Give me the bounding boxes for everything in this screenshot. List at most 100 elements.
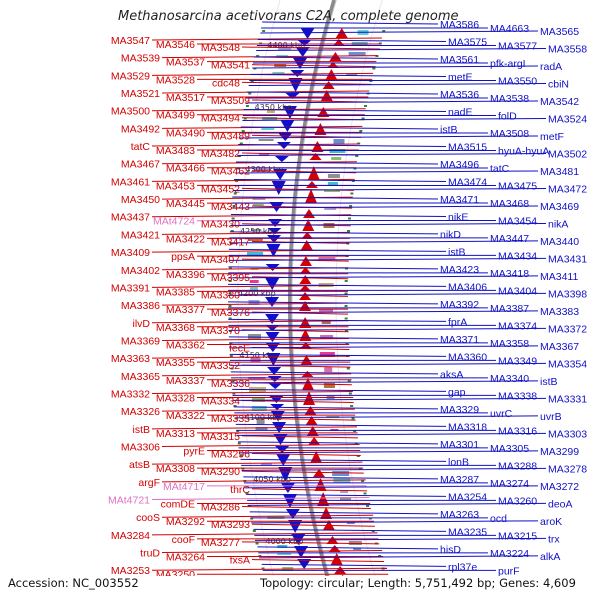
gene-label-left[interactable]: MA3253 xyxy=(111,565,150,577)
gene-label-left[interactable]: pyrE xyxy=(183,446,205,458)
negative-strand-gene-arrow[interactable] xyxy=(301,232,314,239)
gene-label-left[interactable]: MA3421 xyxy=(121,229,160,241)
gene-label-right[interactable]: MA3469 xyxy=(540,201,579,213)
gene-label-left[interactable]: MA3461 xyxy=(111,176,150,188)
cog-feature-bar[interactable] xyxy=(252,204,264,206)
gene-label-right[interactable]: MA3434 xyxy=(498,250,537,262)
negative-strand-gene-arrow[interactable] xyxy=(317,492,330,506)
cog-feature-bar[interactable] xyxy=(277,545,288,548)
gene-label-right[interactable]: MA3272 xyxy=(540,481,579,493)
positive-strand-gene-arrow[interactable] xyxy=(265,314,280,324)
gene-label-left[interactable]: MA3352 xyxy=(201,360,240,372)
positive-strand-gene-arrow[interactable] xyxy=(266,235,281,243)
gene-label-right[interactable]: MA3358 xyxy=(490,338,529,350)
gene-label-right[interactable]: MA3577 xyxy=(498,40,537,52)
gene-label-right[interactable]: ocd xyxy=(490,513,507,525)
gene-label-right[interactable]: istB xyxy=(540,376,558,388)
cog-feature-bar[interactable] xyxy=(346,74,358,76)
gene-label-left[interactable]: MA3492 xyxy=(121,123,160,135)
gene-label-left[interactable]: MA3462 xyxy=(211,166,250,178)
gene-label-left[interactable]: MA3528 xyxy=(156,74,195,86)
gene-label-left[interactable]: MA3365 xyxy=(121,371,160,383)
gene-label-left[interactable]: MAt4717 xyxy=(163,481,205,493)
gene-label-right[interactable]: MA3329 xyxy=(440,404,479,416)
gene-label-right[interactable]: alkA xyxy=(540,551,560,563)
gene-label-right[interactable]: MA3468 xyxy=(490,198,529,210)
cog-feature-bar[interactable] xyxy=(259,153,270,156)
gene-label-right[interactable]: MA3406 xyxy=(448,281,487,293)
gene-label-left[interactable]: MA3391 xyxy=(111,282,150,294)
gene-label-left[interactable]: MA3335 xyxy=(211,413,250,425)
gene-label-left[interactable]: MA3369 xyxy=(121,335,160,347)
negative-strand-gene-arrow[interactable] xyxy=(335,28,348,38)
cog-feature-bar[interactable] xyxy=(248,238,263,241)
gene-label-right[interactable]: MA3475 xyxy=(498,180,537,192)
gene-label-left[interactable]: MA3337 xyxy=(166,375,205,387)
negative-strand-gene-arrow[interactable] xyxy=(303,209,316,218)
gene-label-left[interactable]: fecE xyxy=(229,342,250,354)
gene-label-left[interactable]: MA3380 xyxy=(201,289,240,301)
cog-feature-bar[interactable] xyxy=(250,357,261,362)
gene-label-right[interactable]: MA3383 xyxy=(540,306,579,318)
gene-label-left[interactable]: ppsA xyxy=(171,251,195,263)
positive-strand-gene-arrow[interactable] xyxy=(267,228,282,234)
gene-label-right[interactable]: deoA xyxy=(548,498,573,510)
cog-feature-bar[interactable] xyxy=(250,287,259,291)
gene-label-right[interactable]: MA3372 xyxy=(548,323,587,335)
cog-feature-bar[interactable] xyxy=(261,128,275,130)
gene-label-right[interactable]: MA3235 xyxy=(448,526,487,538)
gene-label-left[interactable]: MA3296 xyxy=(211,449,250,461)
gene-label-left[interactable]: MA3292 xyxy=(166,516,205,528)
cog-feature-bar[interactable] xyxy=(251,229,262,231)
gene-label-right[interactable]: MA3508 xyxy=(490,128,529,140)
gene-label-right[interactable]: nikD xyxy=(440,229,461,241)
gene-label-left[interactable]: MA3336 xyxy=(211,378,250,390)
gene-label-right[interactable]: MA3536 xyxy=(440,89,479,101)
gene-label-left[interactable]: MA3290 xyxy=(201,466,240,478)
gene-label-right[interactable]: pfk-argI xyxy=(490,58,526,70)
gene-label-left[interactable]: MA3548 xyxy=(201,42,240,54)
cog-feature-bar[interactable] xyxy=(266,110,275,113)
gene-label-left[interactable]: MA3355 xyxy=(156,357,195,369)
gene-label-left[interactable]: cooF xyxy=(172,534,195,546)
positive-strand-gene-arrow[interactable] xyxy=(297,559,312,569)
positive-strand-gene-arrow[interactable] xyxy=(276,142,291,149)
gene-label-right[interactable]: MA3447 xyxy=(490,233,529,245)
gene-label-left[interactable]: MA3445 xyxy=(166,198,205,210)
positive-strand-gene-arrow[interactable] xyxy=(268,383,283,389)
gene-label-right[interactable]: gap xyxy=(448,386,466,398)
cog-feature-bar[interactable] xyxy=(340,497,352,500)
positive-strand-gene-arrow[interactable] xyxy=(267,376,282,382)
gene-label-left[interactable]: comDE xyxy=(161,499,195,511)
gene-label-right[interactable]: uvrC xyxy=(490,408,513,420)
gene-label-left[interactable]: MA3306 xyxy=(121,442,160,454)
gene-label-right[interactable]: hyuA-hyuA xyxy=(498,145,549,157)
positive-strand-gene-arrow[interactable] xyxy=(300,28,315,39)
gene-label-left[interactable]: MA3443 xyxy=(211,201,250,213)
gene-label-right[interactable]: MA3524 xyxy=(548,113,587,125)
cog-feature-bar[interactable] xyxy=(348,541,362,545)
gene-label-left[interactable]: MA3509 xyxy=(211,95,250,107)
cog-feature-bar[interactable] xyxy=(348,52,366,56)
positive-strand-gene-arrow[interactable] xyxy=(293,58,308,69)
negative-strand-gene-arrow[interactable] xyxy=(305,416,318,425)
gene-label-right[interactable]: MA3502 xyxy=(548,148,587,160)
cog-feature-bar[interactable] xyxy=(324,367,333,372)
positive-strand-gene-arrow[interactable] xyxy=(293,546,308,558)
gene-label-right[interactable]: uvrB xyxy=(540,411,562,423)
gene-label-left[interactable]: MA3453 xyxy=(156,180,195,192)
cog-feature-bar[interactable] xyxy=(272,72,285,74)
gene-label-left[interactable]: MA3529 xyxy=(111,70,150,82)
gene-label-left[interactable]: cdc48 xyxy=(212,77,240,89)
gene-label-right[interactable]: MA3360 xyxy=(448,351,487,363)
gene-label-right[interactable]: lonB xyxy=(448,456,469,468)
cog-feature-bar[interactable] xyxy=(327,182,338,185)
gene-label-left[interactable]: MA3489 xyxy=(211,130,250,142)
gene-label-left[interactable]: MA3494 xyxy=(201,113,240,125)
gene-label-right[interactable]: MA3411 xyxy=(540,271,578,283)
gene-label-left[interactable]: MA3452 xyxy=(201,183,240,195)
positive-strand-gene-arrow[interactable] xyxy=(278,467,293,482)
cog-feature-bar[interactable] xyxy=(329,149,346,153)
negative-strand-gene-arrow[interactable] xyxy=(325,69,338,80)
gene-label-right[interactable]: nadE xyxy=(448,106,473,118)
